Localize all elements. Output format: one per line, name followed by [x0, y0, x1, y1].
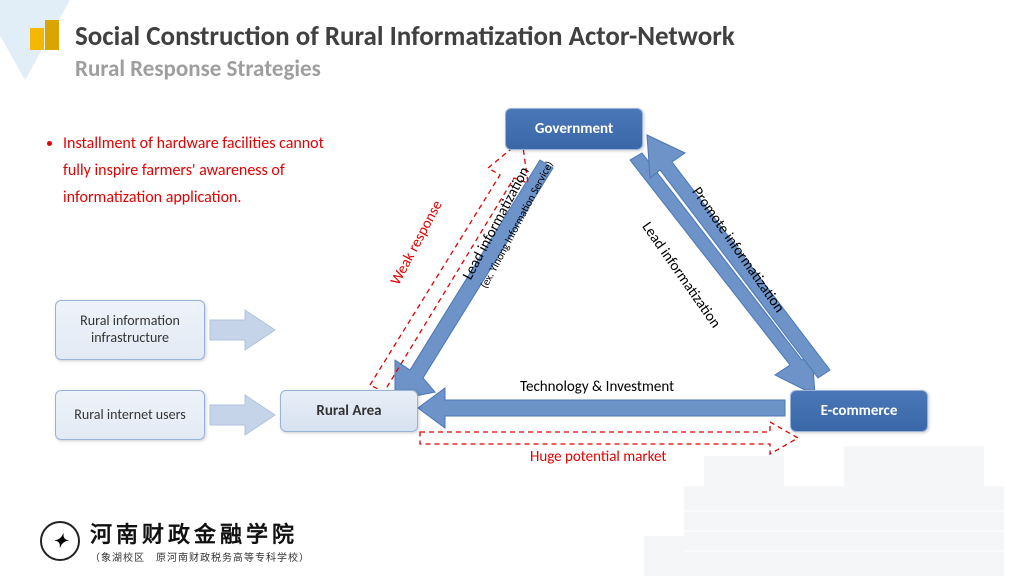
institution-campus: （象湖校区 原河南财政税务高等专科学校） — [90, 549, 310, 564]
node-rural-area: Rural Area — [280, 390, 418, 432]
bullet-list: Installment of hardware facilities canno… — [45, 130, 335, 212]
decorative-bars — [30, 20, 60, 55]
label-weak-response: Weak response — [387, 198, 447, 289]
slide-subtitle: Rural Response Strategies — [75, 55, 321, 83]
label-potential-market: Huge potential market — [530, 448, 666, 466]
node-internet-users: Rural internet users — [55, 390, 205, 440]
label-lead-info-right: Lead informatization — [638, 219, 725, 332]
building-silhouette — [644, 416, 1024, 576]
node-ecommerce: E-commerce — [790, 390, 928, 432]
node-government: Government — [505, 108, 643, 150]
slide-title: Social Construction of Rural Informatiza… — [75, 20, 735, 53]
label-lead-info-left: Lead informatization (ex. Yinong Informa… — [459, 149, 558, 291]
label-tech-investment: Technology & Investment — [520, 378, 674, 396]
footer: ✦ 河南财政金融学院 （象湖校区 原河南财政税务高等专科学校） — [40, 517, 310, 564]
bullet-item: Installment of hardware facilities canno… — [63, 130, 335, 212]
institution-logo: ✦ — [40, 521, 80, 561]
node-infrastructure: Rural information infrastructure — [55, 300, 205, 360]
institution-name: 河南财政金融学院 — [90, 517, 310, 549]
